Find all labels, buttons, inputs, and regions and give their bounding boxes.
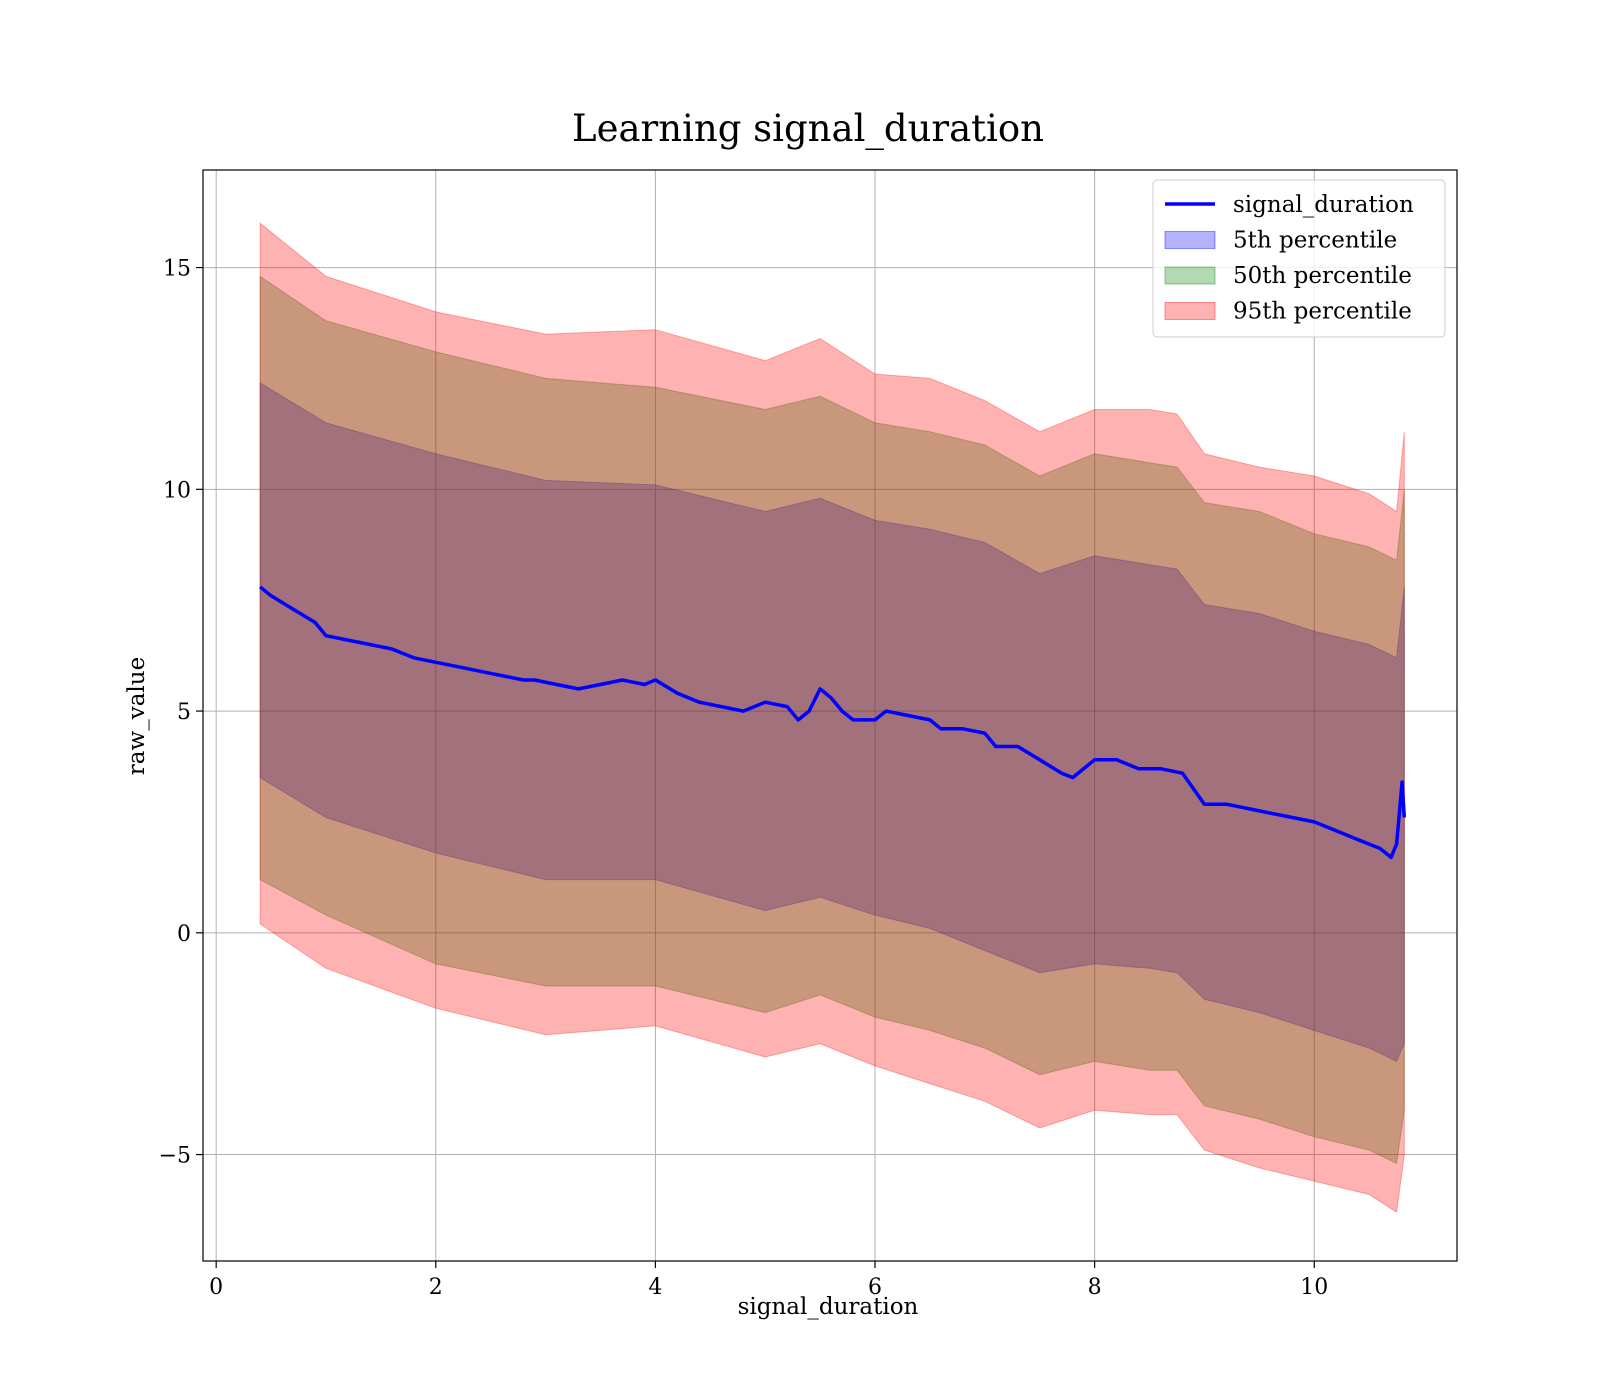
- legend-label: 5th percentile: [1233, 228, 1397, 254]
- y-tick-label: 0: [177, 922, 191, 947]
- x-tick-label: 10: [1300, 1275, 1328, 1300]
- plot-frame: [202, 169, 1458, 1262]
- line-signal-duration: [258, 585, 1407, 860]
- y-axis-label: raw_value: [124, 657, 150, 775]
- x-tick-label: 8: [1088, 1275, 1102, 1300]
- axis-ticks: 0 2 4 6 8 10 −5 0 5 10 15: [159, 257, 1329, 1300]
- legend: signal_duration 5th percentile 50th percen…: [1152, 179, 1446, 338]
- y-tick-label: 10: [163, 478, 191, 503]
- y-tick-label: −5: [159, 1144, 191, 1169]
- y-tick-label: 5: [177, 700, 191, 725]
- legend-swatch-band: [1164, 231, 1216, 249]
- series-lines: [258, 585, 1407, 860]
- percentile-bands: [259, 222, 1405, 1214]
- legend-label: 95th percentile: [1233, 299, 1412, 325]
- band-5th-percentile: [259, 382, 1405, 1063]
- legend-swatch-band: [1164, 266, 1216, 285]
- x-tick-label: 4: [648, 1275, 662, 1300]
- x-tick-label: 2: [429, 1275, 443, 1300]
- chart-title: Learning signal_duration: [572, 107, 1044, 151]
- x-tick-label: 6: [868, 1275, 882, 1300]
- legend-swatch-band: [1164, 302, 1216, 320]
- x-tick-label: 0: [209, 1275, 223, 1300]
- band-50th-percentile: [259, 275, 1405, 1165]
- band-95th-percentile: [259, 222, 1405, 1214]
- x-axis-label: signal_duration: [738, 1294, 919, 1320]
- grid: [203, 170, 1457, 1261]
- legend-label: signal_duration: [1233, 192, 1414, 218]
- y-tick-label: 15: [163, 257, 191, 282]
- legend-box: [1152, 179, 1446, 338]
- legend-label: 50th percentile: [1233, 263, 1412, 289]
